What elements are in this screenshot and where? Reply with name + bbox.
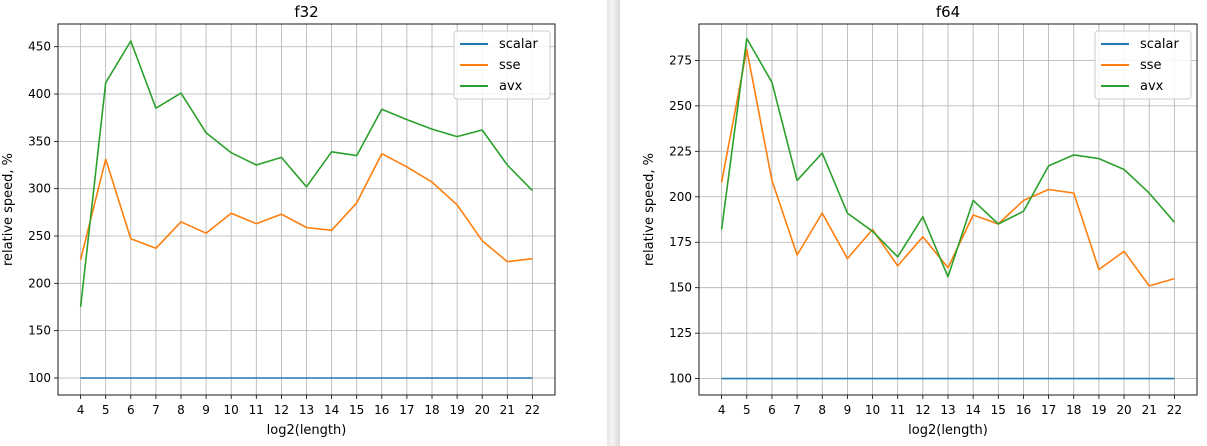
y-tick-label: 150 <box>28 324 51 338</box>
x-axis-label: log2(length) <box>908 423 988 438</box>
x-tick-label: 17 <box>1041 403 1056 417</box>
x-tick-label: 14 <box>324 403 339 417</box>
y-tick-label: 150 <box>669 281 692 295</box>
x-tick-label: 21 <box>500 403 515 417</box>
chart-panel-f32: f32 4 5 6 7 8 9 10 11 12 13 14 15 16 17 18 19 20 21 22 100 15… <box>1 3 556 438</box>
x-tick-label: 9 <box>844 403 852 417</box>
x-tick-label: 16 <box>374 403 389 417</box>
x-tick-label: 10 <box>865 403 880 417</box>
chart-title: f64 <box>936 3 960 21</box>
chart-f32: f32 4 5 6 7 8 9 10 11 12 13 14 15 16 17 18 19 20 21 22 100 15… <box>1 3 556 438</box>
y-tick-label: 200 <box>669 190 692 204</box>
series-line-sse <box>720 48 1175 287</box>
x-tick-label: 6 <box>768 403 776 417</box>
x-tick-label: 5 <box>743 403 751 417</box>
legend: scalar sse avx <box>1094 30 1192 100</box>
y-tick-label: 250 <box>28 229 51 243</box>
x-tick-label: 7 <box>152 403 160 417</box>
series-line-avx <box>720 37 1176 278</box>
chart-f64: f64 4 5 6 7 8 9 10 11 12 13 14 15 16 17 18 19 20 21 22 100 12… <box>642 3 1198 438</box>
x-tick-label: 9 <box>202 403 210 417</box>
x-tick-label: 8 <box>818 403 826 417</box>
x-tick-label: 8 <box>177 403 185 417</box>
series-line-sse <box>79 152 533 263</box>
window-divider[interactable] <box>607 0 620 446</box>
y-tick-label: 275 <box>669 53 692 67</box>
x-tick-label: 22 <box>1167 403 1182 417</box>
y-tick-label: 400 <box>28 87 51 101</box>
x-tick-label: 4 <box>718 403 726 417</box>
legend-box <box>453 30 551 100</box>
y-tick-label: 125 <box>669 326 692 340</box>
x-tick-label: 19 <box>1091 403 1106 417</box>
legend-label-scalar: scalar <box>499 37 538 52</box>
x-tick-label: 18 <box>1066 403 1081 417</box>
legend-label-avx: avx <box>1140 79 1164 94</box>
y-tick-label: 350 <box>28 134 51 148</box>
x-tick-label: 11 <box>890 403 905 417</box>
x-tick-label: 7 <box>793 403 801 417</box>
x-tick-label: 4 <box>77 403 85 417</box>
y-tick-label: 250 <box>669 99 692 113</box>
y-tick-label: 200 <box>28 276 51 290</box>
x-tick-label: 22 <box>525 403 540 417</box>
x-tick-label: 18 <box>424 403 439 417</box>
legend-box <box>1094 30 1192 100</box>
series-line-avx <box>79 40 533 308</box>
x-tick-label: 6 <box>127 403 135 417</box>
x-tick-label: 17 <box>399 403 414 417</box>
y-tick-label: 175 <box>669 235 692 249</box>
x-tick-label: 12 <box>274 403 289 417</box>
x-tick-label: 20 <box>475 403 490 417</box>
plot-frame <box>698 23 1198 396</box>
x-tick-label: 12 <box>915 403 930 417</box>
x-tick-label: 5 <box>102 403 110 417</box>
y-tick-label: 100 <box>669 372 692 386</box>
y-axis-label: relative speed, % <box>1 153 16 266</box>
chart-title: f32 <box>294 3 318 21</box>
x-tick-label: 19 <box>449 403 464 417</box>
legend-label-avx: avx <box>499 79 523 94</box>
x-tick-label: 13 <box>940 403 955 417</box>
x-tick-label: 10 <box>224 403 239 417</box>
x-axis-label: log2(length) <box>267 423 347 438</box>
chart-panel-f64: f64 4 5 6 7 8 9 10 11 12 13 14 15 16 17 18 19 20 21 22 100 12… <box>620 0 1207 446</box>
x-tick-label: 21 <box>1142 403 1157 417</box>
legend-label-scalar: scalar <box>1140 37 1179 52</box>
y-axis-label: relative speed, % <box>642 153 657 266</box>
x-tick-label: 15 <box>991 403 1006 417</box>
plot-frame <box>57 23 556 396</box>
x-tick-label: 20 <box>1116 403 1131 417</box>
x-tick-label: 14 <box>966 403 981 417</box>
legend-label-sse: sse <box>499 58 521 73</box>
legend-label-sse: sse <box>1140 58 1162 73</box>
x-tick-label: 15 <box>349 403 364 417</box>
y-tick-label: 225 <box>669 144 692 158</box>
x-tick-label: 13 <box>299 403 314 417</box>
x-tick-label: 11 <box>249 403 264 417</box>
y-tick-label: 450 <box>28 40 51 54</box>
y-tick-label: 100 <box>28 371 51 385</box>
x-tick-label: 16 <box>1016 403 1031 417</box>
legend: scalar sse avx <box>453 30 551 100</box>
y-tick-label: 300 <box>28 182 51 196</box>
